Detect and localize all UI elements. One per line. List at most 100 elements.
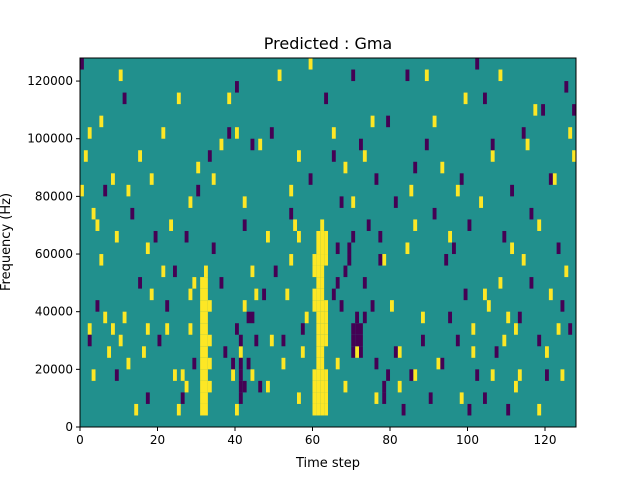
- heatmap-cell-low: [254, 334, 259, 347]
- heatmap-cell-low: [130, 207, 135, 220]
- heatmap-cell-low: [440, 357, 445, 370]
- heatmap-cell-high: [502, 334, 507, 347]
- heatmap-cell-low: [467, 403, 472, 416]
- heatmap-cell-high: [316, 288, 321, 301]
- heatmap-cell-high: [297, 392, 301, 404]
- heatmap-cell-high: [99, 115, 104, 128]
- heatmap-cell-high: [204, 403, 208, 416]
- heatmap-cell-low: [157, 334, 162, 347]
- x-tick-label: 0: [76, 433, 84, 447]
- heatmap-cell-low: [219, 277, 224, 289]
- heatmap-cell-low: [347, 254, 352, 266]
- heatmap-cell-high: [95, 219, 100, 231]
- heatmap-cell-high: [312, 392, 317, 404]
- heatmap-cell-high: [320, 357, 325, 370]
- heatmap-cell-low: [223, 346, 228, 358]
- heatmap-cell-high: [192, 277, 197, 289]
- heatmap-cell-high: [424, 69, 429, 82]
- heatmap-cell-high: [316, 242, 321, 255]
- heatmap-cell-high: [320, 323, 325, 335]
- heatmap-cell-low: [246, 357, 251, 370]
- heatmap-cell-high: [80, 184, 84, 197]
- heatmap-cell-high: [556, 323, 561, 335]
- heatmap-cell-high: [324, 403, 329, 416]
- heatmap-cell-low: [370, 300, 375, 312]
- heatmap-cell-low: [242, 380, 247, 393]
- heatmap-cell-high: [285, 288, 290, 301]
- heatmap-cell-low: [556, 242, 561, 255]
- heatmap-cell-low: [467, 219, 472, 231]
- heatmap-cell-low: [378, 254, 383, 266]
- heatmap-cell-high: [312, 380, 317, 393]
- heatmap-cell-high: [169, 219, 174, 231]
- heatmap-cell-low: [235, 323, 239, 335]
- heatmap-cell-low: [378, 230, 383, 243]
- heatmap-cell-high: [316, 311, 321, 324]
- heatmap-cell-high: [316, 369, 321, 381]
- heatmap-cell-high: [479, 196, 484, 208]
- heatmap-cell-high: [204, 323, 208, 335]
- heatmap-cell-low: [568, 323, 573, 335]
- heatmap-cell-high: [258, 138, 263, 151]
- heatmap-cell-low: [80, 58, 84, 70]
- y-tick-label: 0: [65, 420, 73, 434]
- heatmap-cell-low: [351, 69, 356, 82]
- heatmap-cell-high: [289, 184, 294, 197]
- heatmap-cell-low: [386, 115, 391, 128]
- heatmap-cell-low: [211, 242, 216, 255]
- heatmap-cell-high: [312, 300, 317, 312]
- heatmap-cell-high: [304, 311, 309, 324]
- heatmap-cell-high: [545, 346, 549, 358]
- heatmap-cell-low: [359, 346, 363, 358]
- heatmap-cell-low: [238, 380, 243, 393]
- heatmap-cell-high: [324, 380, 329, 393]
- heatmap-cell-high: [200, 403, 205, 416]
- heatmap-cell-high: [320, 311, 325, 324]
- heatmap-cell-high: [459, 392, 464, 404]
- heatmap-cell-low: [258, 380, 263, 393]
- heatmap-cell-high: [204, 288, 208, 301]
- heatmap-cell-high: [537, 219, 542, 231]
- heatmap-cell-low: [529, 207, 534, 220]
- heatmap-cell-low: [405, 69, 410, 82]
- heatmap-cell-high: [320, 392, 325, 404]
- y-tick-label: 120000: [27, 74, 73, 88]
- y-axis-label: Frequency (Hz): [0, 193, 14, 291]
- heatmap-cell-low: [537, 334, 542, 347]
- heatmap-cell-high: [324, 392, 329, 404]
- heatmap-cell-low: [421, 334, 425, 347]
- heatmap-cell-high: [568, 127, 573, 139]
- heatmap-cell-high: [83, 150, 88, 162]
- heatmap-cell-low: [455, 334, 460, 347]
- heatmap-cell-high: [211, 173, 216, 185]
- chart-title: Predicted : Gma: [264, 34, 392, 53]
- heatmap-cell-high: [421, 311, 425, 324]
- heatmap-cell-low: [339, 196, 344, 208]
- heatmap-cell-low: [122, 92, 127, 105]
- heatmap-cell-high: [173, 369, 177, 381]
- heatmap-cell-high: [297, 230, 301, 243]
- heatmap-cell-low: [359, 138, 363, 151]
- heatmap-cell-high: [235, 403, 239, 416]
- heatmap-cell-low: [529, 277, 534, 289]
- heatmap-cell-low: [246, 311, 251, 324]
- heatmap-cell-high: [312, 369, 317, 381]
- heatmap-cell-high: [204, 357, 208, 370]
- heatmap-cell-low: [459, 173, 464, 185]
- heatmap-cell-low: [362, 311, 367, 324]
- heatmap-cell-high: [409, 184, 414, 197]
- heatmap-cell-high: [200, 311, 205, 324]
- heatmap-cell-low: [331, 150, 336, 162]
- heatmap-cell-high: [118, 334, 123, 347]
- heatmap-cell-high: [180, 369, 185, 381]
- heatmap-cell-high: [572, 150, 577, 162]
- heatmap-cell-low: [483, 392, 487, 404]
- heatmap-cell-high: [355, 346, 360, 358]
- heatmap-cell-high: [87, 127, 92, 139]
- heatmap-cell-high: [316, 403, 321, 416]
- heatmap-cell-high: [397, 380, 402, 393]
- heatmap-cell-high: [324, 230, 329, 243]
- heatmap-cell-low: [273, 265, 278, 278]
- heatmap-cell-high: [316, 300, 321, 312]
- heatmap-cell-high: [335, 357, 340, 370]
